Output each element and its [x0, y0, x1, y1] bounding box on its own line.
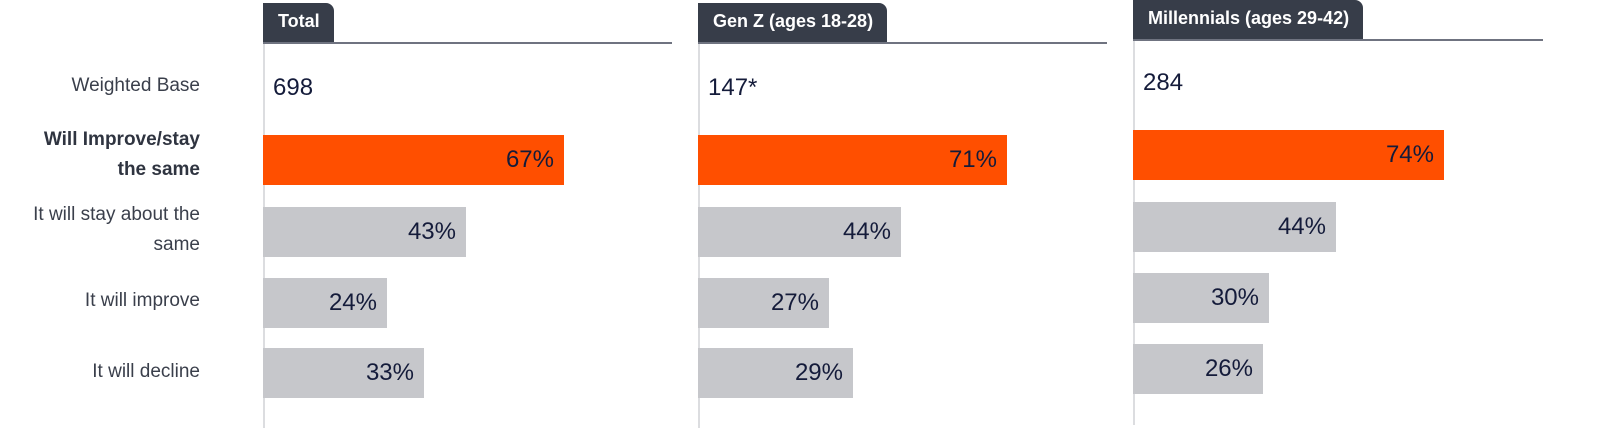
header-line [263, 42, 672, 44]
bar-improve-stay: 67% [263, 135, 564, 185]
row-label-will-improve-stay: Will Improve/stay the same [0, 125, 200, 185]
row-label-decline: It will decline [92, 361, 200, 382]
weighted-base-value: 147* [708, 74, 758, 101]
row-label-line: the same [117, 159, 200, 180]
row-label-line: same [153, 234, 200, 255]
row-label-stay-same: It will stay about the same [0, 200, 200, 260]
header-line [1133, 39, 1543, 41]
row-label-line: Will Improve/stay [43, 129, 200, 150]
bar-improve: 24% [263, 278, 387, 328]
tab-total: Total [263, 3, 334, 43]
bar-value: 43% [407, 218, 456, 245]
bar-value: 33% [365, 359, 414, 386]
row-label-weighted-base: Weighted Base [71, 75, 200, 96]
bar-value: 29% [794, 359, 843, 386]
bar-value: 74% [1385, 141, 1434, 168]
bar-improve-stay: 71% [698, 135, 1007, 185]
weighted-base-value: 698 [273, 74, 314, 101]
bar-value: 27% [770, 289, 819, 316]
tab-gen-z: Gen Z (ages 18-28) [698, 3, 888, 43]
header-line [698, 42, 1107, 44]
bar-improve: 27% [698, 278, 829, 328]
bar-improve-stay: 74% [1133, 130, 1444, 180]
row-label-line: It will stay about the [33, 204, 200, 225]
panel-gen-z: Gen Z (ages 18-28) 147* 71% 44% 27% 29% [698, 0, 1108, 428]
tab-millennials: Millennials (ages 29-42) [1133, 0, 1364, 40]
bar-decline: 26% [1133, 344, 1263, 394]
panel-total: Total 698 67% 43% 24% 33% [263, 0, 673, 428]
bar-decline: 29% [698, 348, 853, 398]
bar-value: 26% [1204, 355, 1253, 382]
bar-stay-same: 44% [1133, 202, 1336, 252]
bar-value: 67% [505, 146, 554, 173]
bar-value: 71% [948, 146, 997, 173]
row-label-improve: It will improve [84, 290, 200, 311]
bar-value: 44% [842, 218, 891, 245]
bar-stay-same: 44% [698, 207, 901, 257]
bar-value: 30% [1210, 284, 1259, 311]
bar-value: 24% [328, 289, 377, 316]
weighted-base-value: 284 [1143, 69, 1184, 96]
bar-decline: 33% [263, 348, 424, 398]
bar-value: 44% [1277, 213, 1326, 240]
bar-stay-same: 43% [263, 207, 466, 257]
panel-millennials: Millennials (ages 29-42) 284 74% 44% 30%… [1133, 0, 1543, 425]
bar-improve: 30% [1133, 273, 1269, 323]
